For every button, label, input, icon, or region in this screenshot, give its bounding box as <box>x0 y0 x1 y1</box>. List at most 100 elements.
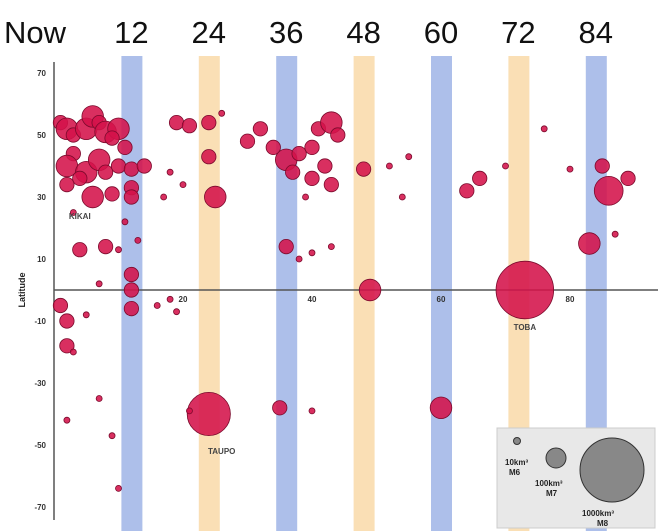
eruption-marker <box>81 185 104 209</box>
eruption-marker <box>63 416 71 424</box>
eruption-marker <box>291 146 307 162</box>
legend-volume-m7: 100km³ <box>535 479 563 488</box>
time-band-60 <box>431 56 452 531</box>
y-tick-labels: 70 50 30 10 -10 -30 -50 -70 <box>34 69 46 512</box>
x-tick-label: 80 <box>566 295 575 304</box>
legend-circle-m8 <box>579 437 645 503</box>
eruption-marker <box>179 181 187 189</box>
legend-circle-m6 <box>513 437 521 445</box>
legend: 10km³ M6 100km³ M7 1000km³ M8 <box>496 427 656 529</box>
eruption-marker <box>201 115 217 131</box>
eruption-marker <box>472 170 488 186</box>
top-labels: Now 12 24 36 48 60 72 84 <box>4 15 613 50</box>
eruption-marker <box>620 170 636 186</box>
eruption-marker <box>59 177 75 193</box>
eruption-marker <box>98 239 114 255</box>
top-label-72: 72 <box>501 15 535 50</box>
eruption-marker <box>201 149 217 165</box>
x-tick-label: 20 <box>179 295 188 304</box>
eruption-marker <box>327 243 335 251</box>
eruption-marker <box>218 109 226 117</box>
y-tick-label: 70 <box>37 69 46 78</box>
eruption-marker <box>186 407 193 415</box>
top-label-12: 12 <box>114 15 148 50</box>
legend-volume-m8: 1000km³ <box>582 509 614 518</box>
time-band-84 <box>585 56 607 531</box>
eruption-marker <box>540 125 548 133</box>
eruption-marker <box>123 300 139 317</box>
eruption-marker <box>115 484 122 492</box>
legend-magnitude-m8: M8 <box>597 519 609 528</box>
axes <box>53 62 658 520</box>
eruption-marker <box>166 295 174 303</box>
eruption-marker <box>317 158 333 174</box>
eruption-marker <box>181 118 198 134</box>
eruption-marker <box>72 170 88 186</box>
eruption-marker <box>611 230 619 238</box>
eruption-marker <box>69 209 77 216</box>
top-label-24: 24 <box>192 15 226 50</box>
eruption-marker <box>104 186 120 202</box>
top-label-48: 48 <box>346 15 380 50</box>
eruption-marker <box>123 161 139 177</box>
volcano-label-kikai: KIKAI <box>69 212 91 221</box>
y-tick-label: -10 <box>34 317 46 326</box>
eruption-marker <box>398 193 406 201</box>
eruption-marker <box>308 249 316 257</box>
eruption-marker <box>502 162 509 170</box>
eruption-marker <box>104 130 120 146</box>
eruption-markers <box>52 105 636 492</box>
eruption-marker <box>204 185 227 209</box>
eruption-marker <box>95 280 103 288</box>
eruption-marker <box>72 242 88 258</box>
volcano-labels: KIKAI TAUPO TOBA <box>69 212 536 456</box>
eruption-marker <box>295 255 303 263</box>
x-tick-label: 60 <box>437 295 446 304</box>
eruption-marker <box>285 164 301 180</box>
eruption-marker <box>110 158 127 174</box>
legend-circle-m7 <box>545 447 567 469</box>
eruption-marker <box>594 158 610 174</box>
eruption-marker <box>108 432 116 440</box>
volcano-label-taupo: TAUPO <box>208 447 235 456</box>
x-tick-label: 40 <box>308 295 317 304</box>
eruption-marker <box>252 121 268 137</box>
eruption-marker <box>323 177 339 193</box>
eruption-marker <box>429 396 453 420</box>
y-tick-label: -50 <box>34 441 46 450</box>
eruption-marker <box>459 183 475 199</box>
time-band-36 <box>276 56 298 531</box>
volcano-label-toba: TOBA <box>514 323 537 332</box>
eruption-marker <box>330 127 346 143</box>
y-tick-label: 50 <box>37 131 46 140</box>
y-tick-label: 30 <box>37 193 46 202</box>
eruption-marker <box>495 260 555 320</box>
eruption-marker <box>168 115 185 131</box>
eruption-marker <box>134 236 142 244</box>
legend-magnitude-m6: M6 <box>509 468 521 477</box>
eruption-marker <box>578 232 601 255</box>
eruption-marker <box>123 189 139 205</box>
legend-magnitude-m7: M7 <box>546 489 558 498</box>
eruption-marker <box>123 266 139 283</box>
top-label-now: Now <box>4 15 67 50</box>
eruption-marker <box>121 218 129 226</box>
eruption-marker <box>302 193 309 201</box>
eruption-marker <box>304 170 320 186</box>
y-tick-label: -70 <box>34 503 46 512</box>
eruption-marker <box>308 407 316 415</box>
eruption-marker <box>123 282 139 298</box>
x-tick-labels: 20 40 60 80 <box>179 295 575 304</box>
eruption-marker <box>153 302 161 309</box>
eruption-marker <box>304 139 320 155</box>
eruption-marker <box>160 193 168 201</box>
eruption-marker <box>186 391 231 436</box>
eruption-marker <box>265 139 281 155</box>
eruption-marker <box>278 239 294 255</box>
eruption-marker <box>566 165 574 173</box>
top-label-84: 84 <box>579 15 613 50</box>
eruption-marker <box>59 313 75 329</box>
eruption-marker <box>272 400 288 416</box>
eruption-marker <box>117 139 133 155</box>
